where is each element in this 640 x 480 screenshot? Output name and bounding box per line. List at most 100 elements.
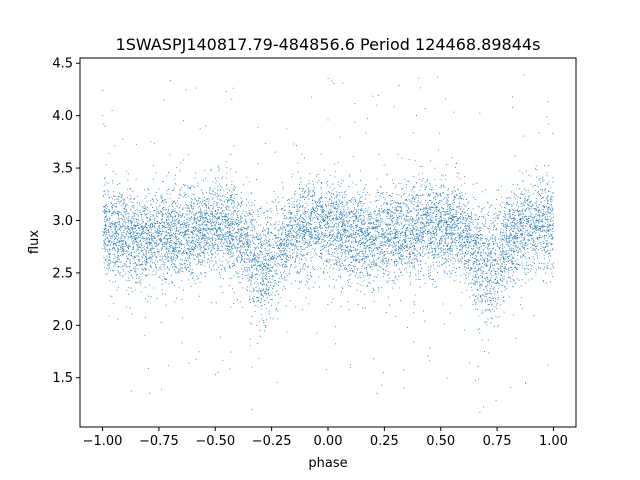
data-point [204,242,206,244]
data-point [167,266,168,268]
data-point [473,280,475,282]
data-point [120,240,122,242]
data-point [441,251,443,253]
data-point [523,236,525,238]
data-point [137,218,139,220]
data-point [311,199,313,201]
data-point [284,209,286,211]
data-point [115,260,117,262]
data-point [483,225,485,227]
data-point [551,204,553,206]
data-point [522,230,524,232]
data-point [483,259,485,261]
data-point [480,234,482,236]
data-point [238,272,240,274]
data-point [254,199,256,201]
data-point [430,243,432,245]
data-point [127,220,129,222]
data-point [115,230,117,232]
data-point [447,204,449,206]
data-point [115,213,117,215]
data-point [484,189,486,191]
data-point [294,280,296,282]
data-point [537,206,539,208]
data-point [183,192,185,194]
data-point [466,225,468,227]
data-point [502,277,503,279]
data-point [229,242,231,244]
data-point [174,216,176,218]
data-point [525,210,526,212]
data-point [141,236,143,238]
data-point [500,251,502,253]
data-point [503,223,505,225]
data-point [423,223,425,225]
data-point [336,236,338,238]
data-point [240,229,242,231]
data-point [428,276,430,278]
data-point [132,201,134,203]
data-point [522,244,524,246]
data-point [449,248,451,249]
data-point [334,343,336,345]
data-point [208,207,210,209]
data-point [370,217,372,219]
data-point [111,241,112,243]
data-point [260,236,262,238]
data-point [260,243,262,245]
data-point [394,209,396,211]
data-point [398,84,400,86]
data-point [497,245,499,247]
data-point [300,250,302,252]
data-point [207,237,209,239]
data-point [511,269,513,271]
data-point [148,251,150,253]
data-point [332,234,334,236]
data-point [265,272,267,274]
data-point [123,246,125,248]
data-point [257,257,259,259]
data-point [185,268,187,270]
data-point [134,228,136,230]
data-point [305,211,307,213]
data-point [547,267,549,269]
data-point [462,245,464,247]
data-point [105,231,107,233]
data-point [301,230,303,232]
data-point [520,219,521,221]
data-point [391,212,393,214]
data-point [186,229,188,231]
data-point [119,227,121,229]
data-point [344,227,346,229]
data-point [139,202,140,204]
data-point [333,252,335,254]
data-point [188,279,190,281]
data-point [141,226,143,228]
data-point [427,209,429,211]
data-point [488,280,490,282]
data-point [293,201,295,202]
data-point [371,247,372,249]
data-point [415,195,417,197]
data-point [504,259,506,261]
data-point [298,220,300,222]
data-point [515,210,517,212]
data-point [478,206,480,208]
data-point [143,240,145,242]
data-point [289,251,290,253]
data-point [123,254,124,256]
data-point [201,251,203,253]
data-point [529,235,531,237]
data-point [433,212,434,214]
data-point [501,206,503,208]
data-point [339,214,341,215]
data-point [353,233,355,235]
data-point [321,252,323,254]
data-point [335,236,337,238]
data-point [159,259,161,261]
data-point [479,328,480,330]
data-point [465,224,467,226]
data-point [191,199,193,201]
data-point [171,263,173,265]
data-point [233,235,235,237]
